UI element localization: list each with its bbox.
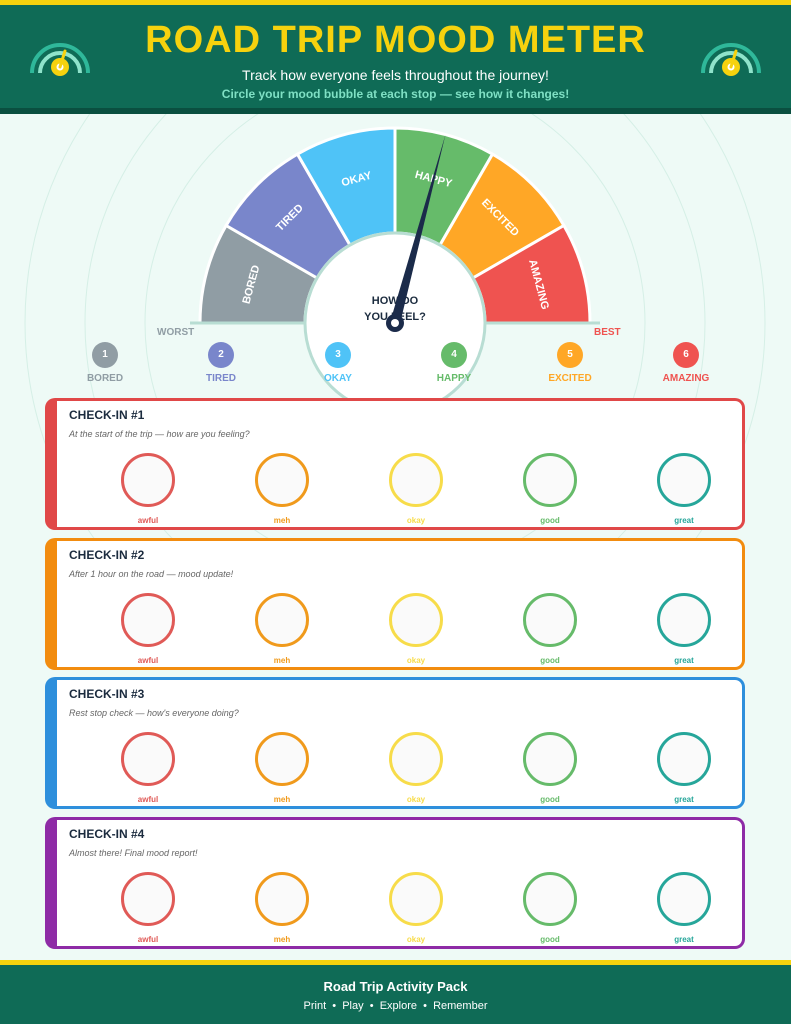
- mood-bubble-awful[interactable]: [121, 453, 175, 507]
- mood-bubble-okay[interactable]: [389, 593, 443, 647]
- mood-label: okay: [406, 656, 426, 665]
- mood-label: great: [674, 516, 694, 525]
- mood-label: meh: [273, 935, 291, 944]
- mood-label: great: [674, 656, 694, 665]
- mood-bubble-great[interactable]: [657, 453, 711, 507]
- scale-number-badge: 2: [208, 342, 234, 368]
- mood-bubble-great[interactable]: [657, 732, 711, 786]
- checkin-card: CHECK-IN #4 Almost there! Final mood repo…: [45, 817, 745, 949]
- checkin-prompt: Almost there! Final mood report!: [69, 848, 198, 858]
- mood-bubble-awful[interactable]: [121, 732, 175, 786]
- mood-label: okay: [406, 935, 426, 944]
- mood-label: awful: [137, 935, 159, 944]
- mood-bubble-meh[interactable]: [255, 732, 309, 786]
- mood-label: awful: [137, 516, 159, 525]
- checkin-card: CHECK-IN #1 At the start of the trip — ho…: [45, 398, 745, 530]
- footer-separator: •: [417, 1000, 434, 1012]
- mood-label: great: [674, 935, 694, 944]
- checkin-title: CHECK-IN #4: [69, 827, 145, 841]
- footer-title: Road Trip Activity Pack: [323, 979, 468, 994]
- mood-bubble-meh[interactable]: [255, 593, 309, 647]
- mood-label: awful: [137, 795, 159, 804]
- mood-bubble-great[interactable]: [657, 593, 711, 647]
- scale-item-bored: 1 BORED: [65, 342, 145, 384]
- footer-links: Print • Play • Explore • Remember: [0, 1000, 791, 1012]
- mood-bubble-good[interactable]: [523, 732, 577, 786]
- mood-bubble-awful[interactable]: [121, 872, 175, 926]
- scale-number-badge: 6: [673, 342, 699, 368]
- checkin-prompt: Rest stop check — how's everyone doing?: [69, 708, 239, 718]
- mood-bubble-okay[interactable]: [389, 872, 443, 926]
- scale-item-happy: 4 HAPPY: [414, 342, 494, 384]
- scale-label: TIRED: [206, 373, 236, 384]
- mood-label: okay: [406, 516, 426, 525]
- mood-bubble-great[interactable]: [657, 872, 711, 926]
- mood-bubble-good[interactable]: [523, 872, 577, 926]
- checkin-card: CHECK-IN #2 After 1 hour on the road — mo…: [45, 538, 745, 670]
- scale-number-badge: 1: [92, 342, 118, 368]
- gauge-logo-icon: [701, 43, 761, 76]
- page-instructions: Circle your mood bubble at each stop — s…: [221, 87, 570, 101]
- mood-label: awful: [137, 656, 159, 665]
- mood-label: great: [674, 795, 694, 804]
- mood-bubble-meh[interactable]: [255, 872, 309, 926]
- mood-label: good: [540, 516, 560, 525]
- gauge-needle: [390, 134, 446, 325]
- mood-label: meh: [273, 656, 291, 665]
- mood-bubble-okay[interactable]: [389, 453, 443, 507]
- page-header: ROAD TRIP MOOD METER Track how everyone …: [0, 0, 791, 114]
- scale-item-amazing: 6 AMAZING: [646, 342, 726, 384]
- mood-bubble-good[interactable]: [523, 593, 577, 647]
- footer-separator: •: [363, 1000, 380, 1012]
- worst-label: WORST: [157, 327, 195, 338]
- page-title: ROAD TRIP MOOD METER: [145, 19, 646, 61]
- checkin-title: CHECK-IN #3: [69, 687, 145, 701]
- mood-label: good: [540, 656, 560, 665]
- scale-item-tired: 2 TIRED: [181, 342, 261, 384]
- mood-gauge: BOREDTIREDOKAYHAPPYEXCITEDAMAZING HOW DO…: [190, 126, 600, 404]
- mood-label: okay: [406, 795, 426, 804]
- checkin-title: CHECK-IN #1: [69, 408, 145, 422]
- footer-separator: •: [326, 1000, 343, 1012]
- needle-pivot-center: [391, 319, 399, 327]
- mood-bubble-good[interactable]: [523, 453, 577, 507]
- mood-bubble-awful[interactable]: [121, 593, 175, 647]
- page-footer: Road Trip Activity Pack Print • Play • E…: [0, 960, 791, 1024]
- scale-label: HAPPY: [436, 373, 472, 384]
- gauge-logo-icon: [30, 43, 90, 76]
- page-subtitle: Track how everyone feels throughout the …: [242, 67, 549, 83]
- mood-label: good: [540, 935, 560, 944]
- footer-link-play: Play: [342, 1000, 364, 1012]
- footer-link-print: Print: [303, 1000, 327, 1012]
- scale-label: OKAY: [324, 373, 352, 384]
- scale-item-excited: 5 EXCITED: [530, 342, 610, 384]
- footer-link-remember: Remember: [433, 1000, 488, 1012]
- mood-bubble-meh[interactable]: [255, 453, 309, 507]
- scale-number-badge: 5: [557, 342, 583, 368]
- checkin-prompt: After 1 hour on the road — mood update!: [69, 569, 234, 579]
- scale-label: EXCITED: [548, 373, 592, 384]
- checkin-prompt: At the start of the trip — how are you f…: [69, 429, 250, 439]
- best-label: BEST: [594, 327, 621, 338]
- scale-label: BORED: [86, 373, 124, 384]
- gauge-center-label-line1: HOW DO: [372, 295, 419, 307]
- mood-label: good: [540, 795, 560, 804]
- scale-number-badge: 4: [441, 342, 467, 368]
- mood-label: meh: [273, 516, 291, 525]
- scale-item-okay: 3 OKAY: [298, 342, 378, 384]
- scale-label: AMAZING: [662, 373, 710, 384]
- mood-bubble-okay[interactable]: [389, 732, 443, 786]
- checkin-title: CHECK-IN #2: [69, 548, 145, 562]
- footer-link-explore: Explore: [379, 1000, 417, 1012]
- scale-number-badge: 3: [325, 342, 351, 368]
- mood-label: meh: [273, 795, 291, 804]
- checkin-card: CHECK-IN #3 Rest stop check — how's every…: [45, 677, 745, 809]
